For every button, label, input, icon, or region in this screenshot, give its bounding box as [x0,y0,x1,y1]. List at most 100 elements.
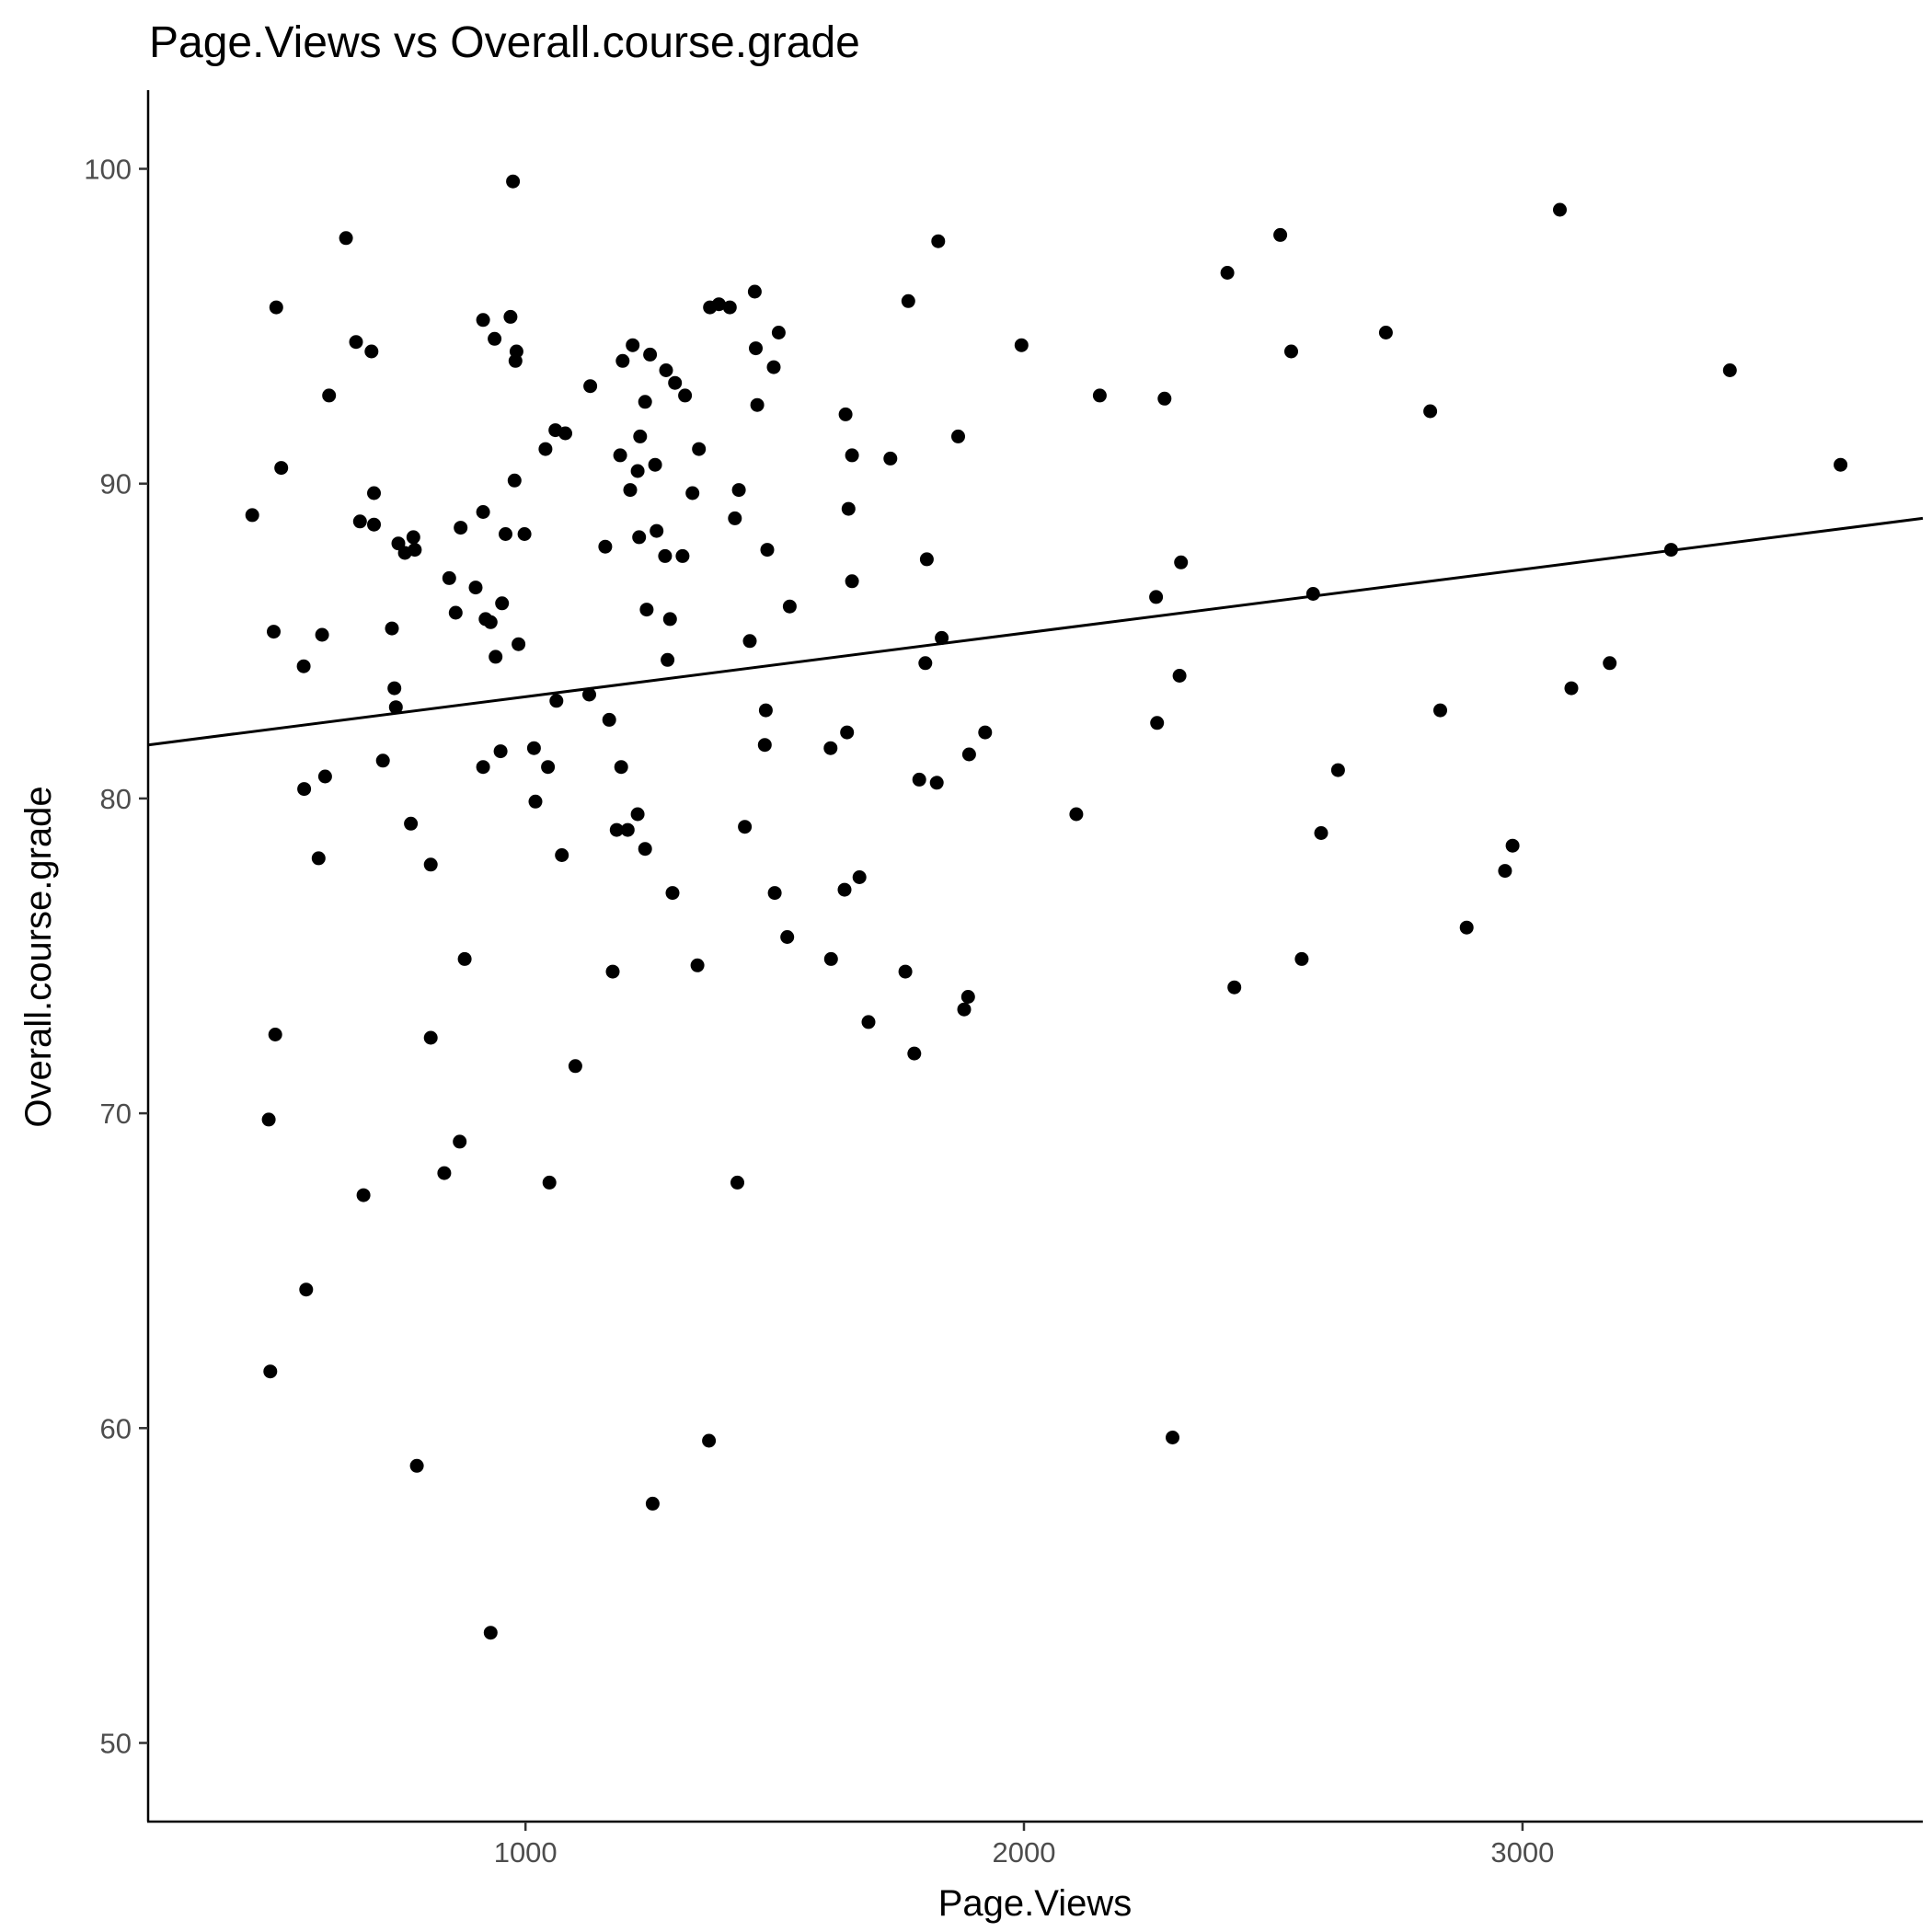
data-point [1220,266,1235,280]
data-point [639,603,654,617]
data-point [388,700,403,715]
y-tick-label: 100 [84,154,132,186]
data-point [1149,590,1164,604]
data-point [650,523,664,538]
data-point [385,621,399,636]
data-point [454,521,468,535]
data-point [626,338,640,352]
y-tick-label: 60 [100,1412,132,1444]
data-point [757,738,772,753]
data-point [352,514,367,529]
data-point [659,363,673,377]
data-point [643,347,658,362]
data-point [297,782,312,797]
data-point [638,395,652,409]
data-point [730,1175,744,1190]
data-point [503,309,518,324]
data-point [509,344,523,359]
data-point [841,501,856,516]
data-point [268,1028,282,1041]
data-point [542,1175,557,1190]
data-point [311,851,326,866]
data-point [823,951,838,966]
data-point [678,388,693,403]
data-point [1722,363,1737,377]
data-point [476,760,490,775]
data-point [1172,669,1187,683]
data-point [760,543,775,558]
data-point [274,461,289,476]
data-point [512,637,526,651]
data-point [568,1059,582,1074]
data-point [538,442,553,456]
data-point [1423,404,1438,419]
data-point [901,293,915,308]
data-point [623,483,638,498]
data-point [499,527,512,541]
data-point [423,857,438,872]
data-point [1330,763,1345,777]
data-point [406,530,420,545]
data-point [767,886,782,901]
data-point [526,741,541,755]
data-point [245,508,259,523]
data-point [661,652,675,667]
data-point [918,656,933,671]
data-point [632,530,647,545]
data-point [1294,951,1309,966]
data-point [488,331,502,346]
data-point [541,760,556,775]
data-point [609,822,624,837]
data-point [263,1364,278,1379]
data-point [356,1188,371,1202]
data-point [602,712,616,727]
data-point [269,300,283,315]
data-point [453,1134,467,1149]
data-point [1273,227,1288,242]
data-point [483,615,498,629]
data-points [245,174,1848,1640]
data-point [549,694,564,708]
x-tick-label: 1000 [494,1836,558,1869]
trend-line [147,516,1924,747]
data-point [912,772,926,787]
data-point [1553,202,1567,217]
data-point [852,870,867,884]
data-point [1150,716,1165,730]
data-point [387,681,402,696]
data-point [315,627,329,642]
data-point [861,1015,876,1029]
data-point [658,548,673,563]
data-point [771,326,786,339]
data-point [702,1433,717,1448]
data-point [665,886,680,901]
data-point [838,407,853,421]
data-point [349,335,363,350]
x-tick-label: 2000 [993,1836,1056,1869]
data-point [1174,555,1189,569]
data-point [692,442,707,456]
data-point [367,486,381,500]
data-point [711,297,726,312]
data-point [437,1166,452,1180]
data-point [483,1626,498,1640]
data-point [750,397,765,412]
data-point [1834,457,1848,472]
data-point [558,426,572,441]
data-point [506,174,521,189]
data-point [648,457,662,472]
data-point [261,1112,276,1127]
data-point [476,505,490,519]
data-point [495,596,510,611]
data-point [758,703,773,718]
data-point [364,344,379,359]
data-point [662,612,677,627]
y-tick-label: 50 [100,1728,132,1760]
data-point [1305,587,1320,601]
data-point [645,1496,660,1511]
data-point [837,882,852,897]
data-point [614,760,628,775]
data-point [951,429,965,443]
data-point [555,848,569,862]
data-point [935,630,949,645]
